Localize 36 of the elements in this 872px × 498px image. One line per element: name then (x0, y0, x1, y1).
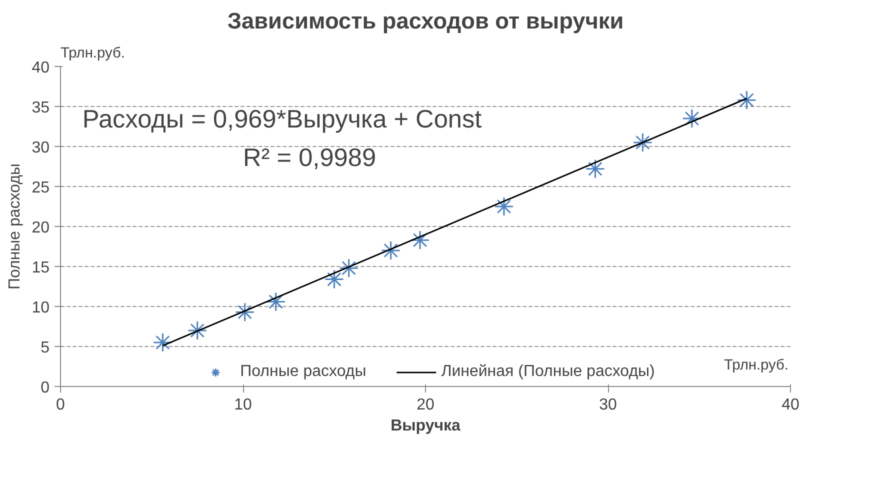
chart-title: Зависимость расходов от выручки (227, 8, 624, 34)
point (152, 332, 172, 352)
x-tick-label: 30 (599, 396, 617, 414)
point (682, 108, 702, 128)
point (235, 302, 255, 322)
y-tick-label: 35 (32, 100, 50, 116)
legend-label: Линейная (Полные расходы) (441, 363, 655, 381)
point (494, 196, 514, 216)
text: Трлн.руб. (60, 46, 125, 62)
point (381, 240, 401, 260)
x-axis-title: Выручка (390, 418, 461, 434)
y-tick-label: 20 (32, 220, 50, 236)
annotation: Расходы = 0,969*Выручка + Const (82, 106, 482, 134)
y-axis-title: Полные расходы (6, 163, 24, 290)
legend-label: Полные расходы (240, 363, 366, 381)
y-tick-label: 15 (32, 260, 50, 276)
y-tick-label: 5 (40, 340, 50, 356)
point (324, 270, 344, 290)
point (632, 132, 652, 152)
point (585, 159, 605, 179)
point (339, 258, 359, 278)
annotation: R² = 0,9989 (243, 144, 376, 172)
y-tick-label: 30 (32, 140, 50, 156)
y-tick-label: 10 (32, 300, 50, 316)
x-tick-label: 40 (782, 396, 800, 414)
point (188, 320, 208, 340)
x-tick-label: 10 (234, 396, 252, 414)
point (736, 90, 756, 110)
y-tick-label: 40 (32, 60, 50, 76)
point (266, 292, 286, 312)
x-tick-label: 0 (56, 396, 66, 414)
y-tick-label: 25 (32, 180, 50, 196)
annotation: Трлн.руб. (724, 358, 789, 374)
point (410, 230, 430, 250)
y-tick-label: 0 (40, 380, 50, 396)
x-tick-label: 20 (416, 396, 434, 414)
